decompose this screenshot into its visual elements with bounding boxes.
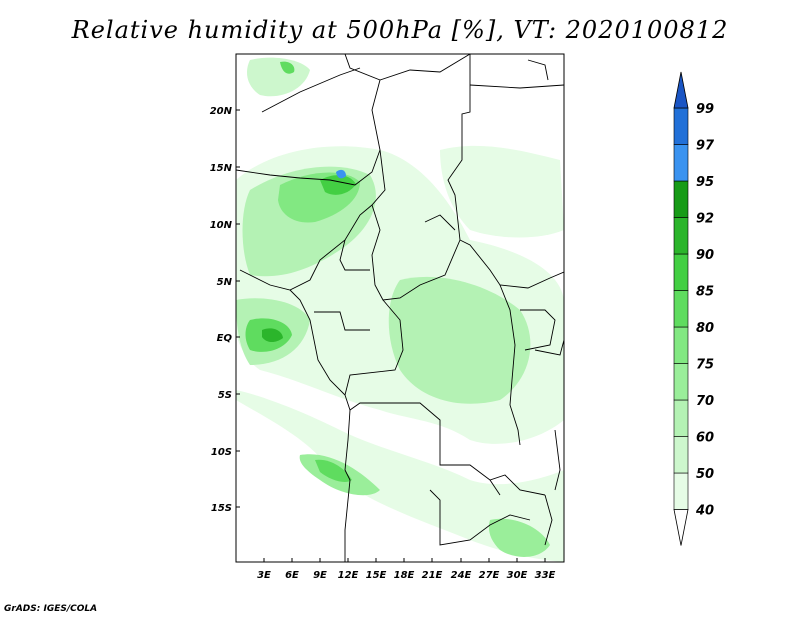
lon-label-18e: 18E	[394, 570, 415, 581]
lat-label-20n: 20N	[210, 106, 233, 117]
credit-label: GrADS: IGES/COLA	[4, 604, 98, 614]
lat-label-15n: 15N	[210, 163, 233, 174]
map-title: Relative humidity at 500hPa [%], VT: 202…	[71, 16, 729, 44]
colorbar-label: 40	[695, 504, 714, 519]
lat-label-5n: 5N	[217, 277, 233, 288]
colorbar-segment	[673, 436, 689, 474]
colorbar-segment	[673, 107, 689, 145]
lat-label-eq: EQ	[217, 333, 233, 344]
colorbar-label: 90	[696, 248, 714, 263]
colorbar-label: 99	[696, 102, 714, 117]
lat-label-10n: 10N	[210, 220, 233, 231]
colorbar-label: 97	[696, 139, 715, 154]
lon-label-15e: 15E	[366, 570, 387, 581]
colorbar-label: 75	[696, 358, 714, 373]
lon-label-6e: 6E	[285, 570, 299, 581]
humidity-field	[236, 57, 564, 562]
lat-axis: 20N 15N 10N 5N EQ 5S 10S 15S	[210, 106, 240, 514]
colorbar: 40 50 60 70 75 80 85 90 92 95 97 99	[673, 71, 715, 546]
lon-label-9e: 9E	[313, 570, 327, 581]
colorbar-top-arrow	[673, 71, 689, 109]
colorbar-label: 92	[696, 212, 714, 227]
colorbar-label: 50	[696, 467, 714, 482]
lon-label-30e: 30E	[507, 570, 528, 581]
colorbar-segment	[673, 363, 689, 401]
colorbar-bottom-arrow	[673, 509, 689, 546]
lon-label-3e: 3E	[257, 570, 271, 581]
lat-label-15s: 15S	[211, 503, 232, 514]
lon-label-24e: 24E	[451, 570, 472, 581]
colorbar-segment	[673, 472, 689, 510]
colorbar-segment	[673, 290, 689, 328]
colorbar-label: 95	[696, 175, 714, 190]
colorbar-segment	[673, 253, 689, 291]
colorbar-label: 70	[696, 394, 714, 409]
colorbar-label: 60	[696, 431, 714, 446]
lon-label-21e: 21E	[422, 570, 443, 581]
colorbar-segment	[673, 217, 689, 255]
country-borders	[236, 54, 564, 562]
colorbar-segment	[673, 399, 689, 437]
colorbar-segment	[673, 180, 689, 218]
colorbar-segment	[673, 326, 689, 364]
colorbar-label: 80	[696, 321, 714, 336]
colorbar-segment	[673, 144, 689, 182]
lon-label-27e: 27E	[479, 570, 500, 581]
lat-label-10s: 10S	[211, 447, 232, 458]
lon-label-12e: 12E	[338, 570, 359, 581]
lon-label-33e: 33E	[535, 570, 556, 581]
map-panel	[235, 53, 565, 563]
colorbar-label: 85	[696, 285, 714, 300]
lat-label-5s: 5S	[218, 390, 232, 401]
lon-axis: 3E 6E 9E 12E 15E 18E 21E 24E 27E 30E 33E	[257, 558, 556, 581]
map-frame	[235, 53, 565, 563]
